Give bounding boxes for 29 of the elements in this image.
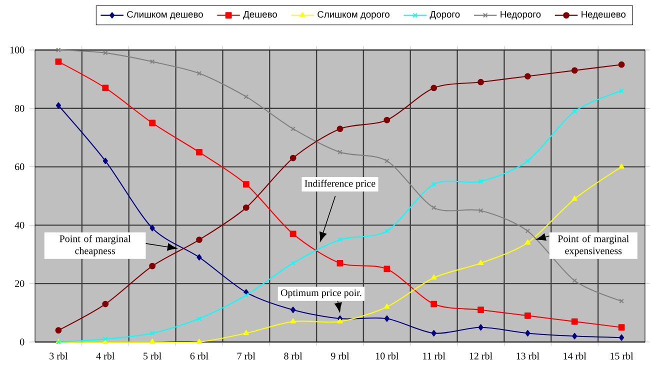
x-tick-label: 4 rbl — [96, 352, 114, 360]
legend-label: Дорого — [430, 11, 460, 20]
y-tick-label: 0 — [20, 338, 24, 346]
y-tick-label: 60 — [15, 163, 24, 170]
legend-label: Слишком дорого — [318, 11, 390, 20]
x-tick-label: 9 rbl — [331, 352, 350, 360]
legend-label: Недорого — [500, 11, 541, 20]
annotation: Point of marginal cheapness — [60, 235, 131, 256]
x-tick-label: 3 rbl — [50, 352, 68, 360]
y-tick-label: 40 — [14, 222, 24, 229]
annotation: Optimum price poir. — [280, 289, 362, 298]
x-tick-label: 15 rbl — [610, 352, 634, 360]
x-tick-label: 11 rbl — [423, 352, 446, 360]
x-tick-label: 13 rbl — [516, 352, 540, 360]
annotation: Indifference price — [304, 180, 376, 189]
legend-label: Недешево — [582, 11, 626, 20]
x-tick-label: 5 rbl — [144, 352, 162, 360]
y-tick-label: 100 — [10, 46, 24, 54]
legend-label: Дешево — [243, 11, 277, 20]
annotation: Point of marginal expensiveness — [558, 235, 629, 256]
x-tick-label: 8 rbl — [284, 352, 302, 360]
x-tick-label: 6 rbl — [190, 352, 208, 360]
y-tick-label: 20 — [15, 280, 24, 287]
y-tick-label: 80 — [14, 105, 24, 112]
x-tick-label: 12 rbl — [470, 352, 492, 360]
x-tick-label: 14 rbl — [564, 352, 586, 360]
x-tick-label: 10 rbl — [376, 352, 399, 360]
legend-label: Слишком дешево — [127, 11, 203, 20]
x-tick-label: 7 rbl — [238, 352, 256, 360]
